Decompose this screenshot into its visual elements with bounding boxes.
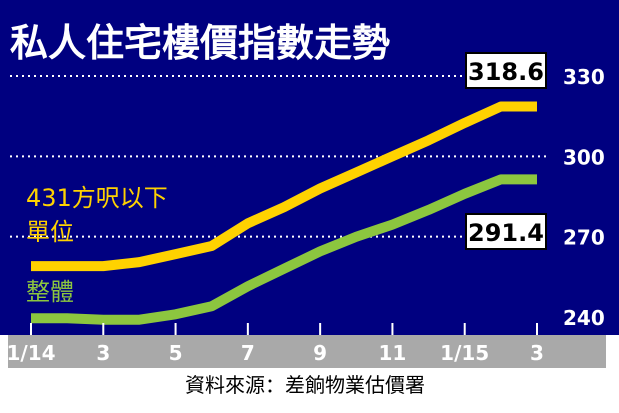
series-line-1 [31,174,537,325]
x-tick-label: 3 [96,341,110,365]
end-label-box [465,52,547,89]
series-label: 單位 [26,218,74,246]
x-tick-label: 5 [169,341,183,365]
end-label: 291.4 [468,219,544,247]
y-tick-label: 270 [563,226,605,250]
x-tick-label: 1/14 [6,341,55,365]
y-tick-label: 240 [563,306,605,330]
y-tick-label: 330 [563,65,605,89]
y-tick-label: 300 [563,145,605,169]
x-axis-band [8,335,606,368]
chart-title: 私人住宅樓價指數走勢 [10,21,390,65]
x-tick-label: 11 [379,341,407,365]
series-line-0 [31,101,537,272]
end-label-box [465,213,547,250]
x-tick-label: 7 [241,341,255,365]
x-tick-label: 3 [530,341,544,365]
series-label: 整體 [26,278,74,306]
x-tick-label: 9 [313,341,327,365]
end-label: 318.6 [468,58,544,86]
series-label: 431方呎以下 [26,184,168,212]
x-tick-label: 1/15 [440,341,489,365]
source-note: 資料來源：差餉物業估價署 [185,373,425,397]
